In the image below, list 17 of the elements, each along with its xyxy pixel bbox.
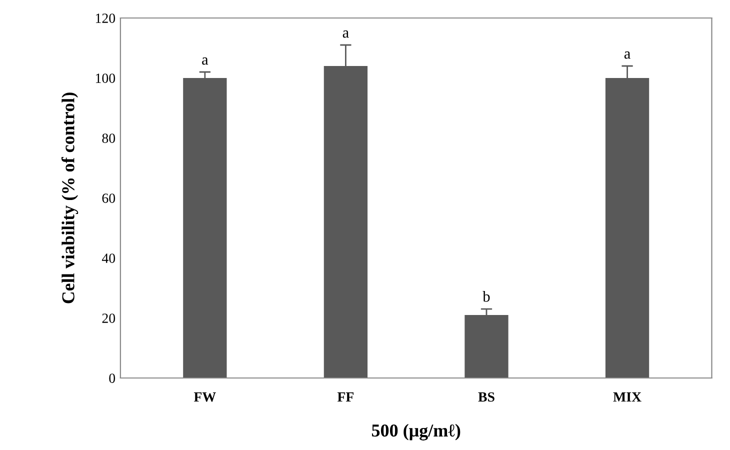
y-tick-label: 40 [102,254,116,263]
y-tick-label: 120 [96,14,116,23]
annotation: b [482,290,490,302]
y-tick-label: 100 [96,74,116,83]
y-tick-label: 80 [102,134,116,143]
y-tick-label: 20 [102,314,116,323]
y-tick-label: 0 [109,374,116,383]
annotation: a [202,57,208,65]
y-axis-title: Cell viability (% of control) [61,92,78,304]
x-axis-title: 500 (μg/mℓ) [372,424,460,440]
annotation: a [624,51,630,59]
x-tick-label: FW [194,392,216,402]
annotation: a [342,30,349,38]
x-tick-label: FF [337,392,354,402]
x-tick-label: BS [478,392,494,402]
x-tick-label: MIX [613,392,642,402]
y-tick-label: 60 [102,194,116,203]
